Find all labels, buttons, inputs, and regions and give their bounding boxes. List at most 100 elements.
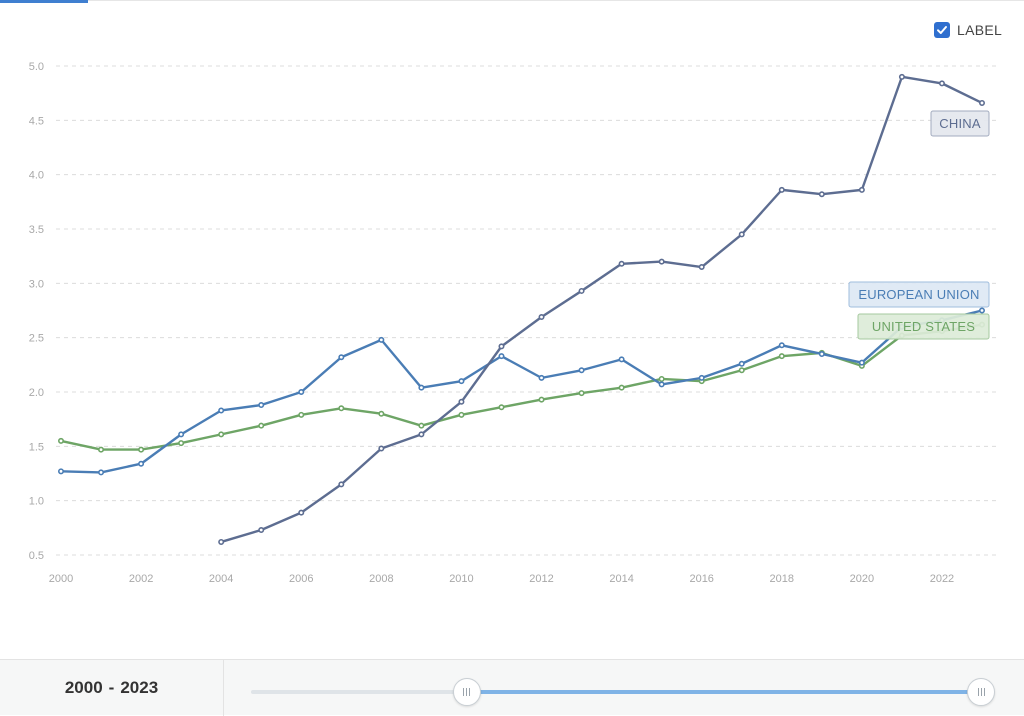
china-line[interactable] <box>219 75 984 544</box>
range-end-handle[interactable] <box>967 678 995 706</box>
united-states-point[interactable] <box>218 431 225 438</box>
china-point[interactable] <box>898 73 905 80</box>
united-states-point[interactable] <box>178 440 185 447</box>
china-point[interactable] <box>258 527 265 534</box>
european-union-point[interactable] <box>858 359 865 366</box>
china-point[interactable] <box>858 186 865 193</box>
china-point[interactable] <box>298 509 305 516</box>
range-start-year: 2000 <box>64 678 103 697</box>
united-states-point[interactable] <box>418 422 425 429</box>
european-union-point[interactable] <box>658 381 665 388</box>
china-point[interactable] <box>418 431 425 438</box>
china-point[interactable] <box>458 398 465 405</box>
european-union-point[interactable] <box>698 374 705 381</box>
china-point[interactable] <box>498 343 505 350</box>
european-union-point[interactable] <box>298 388 305 395</box>
range-end-year: 2023 <box>120 678 159 697</box>
european-union-point[interactable] <box>978 307 985 314</box>
united-states-label: UNITED STATES <box>857 313 990 340</box>
series-labels: CHINA EUROPEAN UNION UNITED STATES <box>848 110 990 340</box>
united-states-point[interactable] <box>578 390 585 397</box>
checkmark-icon <box>937 26 947 34</box>
united-states-point[interactable] <box>258 422 265 429</box>
united-states-point[interactable] <box>98 446 105 453</box>
european-union-point[interactable] <box>378 336 385 343</box>
china-label-text: CHINA <box>939 116 981 131</box>
united-states-point[interactable] <box>778 353 785 360</box>
united-states-point[interactable] <box>57 437 64 444</box>
china-point[interactable] <box>538 314 545 321</box>
y-tick-label: 2.5 <box>29 333 44 345</box>
active-tab-indicator <box>0 0 88 3</box>
european-union-point[interactable] <box>458 378 465 385</box>
x-tick-label: 2000 <box>49 573 73 585</box>
x-tick-label: 2022 <box>930 573 954 585</box>
series-united-states <box>57 321 985 453</box>
european-union-point[interactable] <box>258 402 265 409</box>
y-tick-label: 4.5 <box>29 115 44 127</box>
china-point[interactable] <box>818 191 825 198</box>
y-tick-label: 3.5 <box>29 224 44 236</box>
united-states-point[interactable] <box>458 411 465 418</box>
china-point[interactable] <box>378 445 385 452</box>
series-group <box>57 73 985 545</box>
china-point[interactable] <box>218 538 225 545</box>
european-union-point[interactable] <box>778 342 785 349</box>
china-point[interactable] <box>338 481 345 488</box>
label-checkbox[interactable] <box>934 22 950 38</box>
china-point[interactable] <box>618 260 625 267</box>
line-chart: 0.51.01.52.02.53.03.54.04.55.0 2000 2002 2… <box>29 61 1000 585</box>
european-union-point[interactable] <box>178 431 185 438</box>
china-point[interactable] <box>938 80 945 87</box>
united-states-label-text: UNITED STATES <box>872 319 975 334</box>
united-states-point[interactable] <box>618 384 625 391</box>
united-states-point[interactable] <box>378 410 385 417</box>
label-toggle-text: LABEL <box>957 22 1003 38</box>
grip-icon <box>977 688 985 696</box>
united-states-label-box <box>857 313 990 340</box>
european-union-point[interactable] <box>218 407 225 414</box>
y-tick-label: 5.0 <box>29 61 44 73</box>
united-states-point[interactable] <box>138 446 145 453</box>
china-point[interactable] <box>578 287 585 294</box>
european-union-point[interactable] <box>578 367 585 374</box>
european-union-point[interactable] <box>57 468 64 475</box>
china-point[interactable] <box>738 231 745 238</box>
european-union-label: EUROPEAN UNION <box>848 281 990 308</box>
range-separator: - <box>108 678 115 697</box>
european-union-point[interactable] <box>498 353 505 360</box>
x-tick-label: 2008 <box>369 573 393 585</box>
label-toggle[interactable]: LABEL <box>934 20 1002 40</box>
united-states-line[interactable] <box>59 323 984 451</box>
european-union-point[interactable] <box>738 360 745 367</box>
united-states-point[interactable] <box>538 396 545 403</box>
china-label-box <box>930 110 990 137</box>
european-union-line[interactable] <box>59 309 984 474</box>
united-states-point[interactable] <box>338 405 345 412</box>
european-union-point[interactable] <box>98 469 105 476</box>
grid <box>56 65 1000 556</box>
united-states-point[interactable] <box>498 404 505 411</box>
china-point[interactable] <box>698 264 705 271</box>
european-union-point[interactable] <box>538 374 545 381</box>
x-tick-label: 2020 <box>850 573 874 585</box>
china-point[interactable] <box>778 186 785 193</box>
year-range-label: 2000 - 2023 <box>0 660 224 716</box>
united-states-point[interactable] <box>658 375 665 382</box>
united-states-point[interactable] <box>298 411 305 418</box>
united-states-point[interactable] <box>738 367 745 374</box>
european-union-point[interactable] <box>818 350 825 357</box>
range-start-handle[interactable] <box>452 678 481 706</box>
china-point[interactable] <box>978 99 985 106</box>
china-point[interactable] <box>658 258 665 265</box>
year-range-bar: 2000 - 2023 <box>0 659 1024 716</box>
european-union-label-text: EUROPEAN UNION <box>858 287 979 302</box>
european-union-point[interactable] <box>618 356 625 363</box>
x-tick-label: 2018 <box>770 573 794 585</box>
european-union-point[interactable] <box>418 384 425 391</box>
x-tick-label: 2002 <box>129 573 153 585</box>
y-tick-label: 1.0 <box>29 496 44 508</box>
european-union-point[interactable] <box>338 354 345 361</box>
european-union-point[interactable] <box>138 460 145 467</box>
series-china <box>218 73 985 545</box>
